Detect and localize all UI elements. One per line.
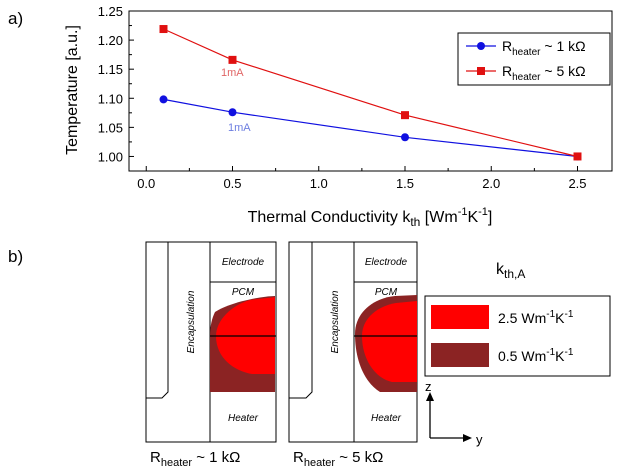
annotation-5k-current: 1mA [221,67,244,79]
x-axis-label: Thermal Conductivity kth [Wm-1K-1] [248,206,493,229]
heater-label: Heater [228,413,259,424]
x-tick-label: 2.5 [568,176,586,191]
caption-5k: Rheater ~ 5 kΩ [293,449,383,469]
series-lines [163,28,578,158]
x-tick-label: 0.0 [137,176,155,191]
axis-ticks: 0.0 0.5 1.0 1.5 2.0 2.5 1.00 1.05 1.10 1.15 1.20 1.… [98,4,587,191]
panel-b-label: b) [8,247,23,266]
data-point [401,133,409,142]
y-tick-label: 1.15 [98,62,123,77]
x-tick-label: 1.0 [310,176,328,191]
hotspot-legend: 2.5 Wm-1K-1 0.5 Wm-1K-1 [424,295,611,377]
heater-label: Heater [371,413,402,424]
device-5k: Electrode PCM Encapsulation Heater [288,241,418,443]
caption-1k: Rheater ~ 1 kΩ [150,449,240,469]
data-point [228,108,237,117]
hotspot-legend-title: kth,A [496,261,525,281]
encapsulation-label: Encapsulation [330,290,341,353]
series-line-0 [163,98,578,158]
legend-entry-1k: Rheater ~ 1 kΩ [502,38,586,58]
chart-legend: Rheater ~ 1 kΩ Rheater ~ 5 kΩ [457,32,611,86]
axis-y-label: y [476,432,483,447]
y-axis-label: Temperature [a.u.] [64,25,81,155]
y-tick-label: 1.05 [98,120,123,135]
legend-entry-2.5: 2.5 Wm-1K-1 [498,309,574,326]
device-1k: Electrode PCM Encapsulation Heater [145,241,277,443]
legend-entry-5k: Rheater ~ 5 kΩ [502,63,586,83]
axis-z-label: z [425,379,432,394]
electrode-label: Electrode [222,257,265,268]
encapsulation-label: Encapsulation [186,290,197,353]
data-point [228,55,237,64]
hotspot-2.5-5k [362,301,417,382]
plot-area: 0.0 0.5 1.0 1.5 2.0 2.5 1.00 1.05 1.10 1.15 1.20 1.… [98,4,613,191]
coordinate-axes: z y [425,379,483,447]
y-tick-label: 1.25 [98,4,123,19]
legend-entry-0.5: 0.5 Wm-1K-1 [498,347,574,364]
y-tick-label: 1.20 [98,33,123,48]
series-markers [159,25,582,161]
legend-swatch-2.5 [431,305,489,329]
plot-frame [128,10,613,172]
legend-swatch-0.5 [431,343,489,367]
y-tick-label: 1.10 [98,91,123,106]
series-line-1 [163,28,578,158]
x-tick-label: 2.0 [482,176,500,191]
pcm-label: PCM [375,287,398,298]
pcm-label: PCM [232,287,255,298]
x-tick-label: 1.5 [396,176,414,191]
data-point [573,152,582,161]
y-tick-label: 1.00 [98,149,123,164]
data-point [401,111,409,120]
legend-marker-1k [477,42,485,50]
legend-marker-5k [477,67,485,75]
x-tick-label: 0.5 [223,176,241,191]
legend-box [457,32,611,86]
electrode-label: Electrode [365,257,408,268]
data-point [159,25,168,34]
panel-a-label: a) [8,9,23,28]
data-point [159,95,168,104]
annotation-1k-current: 1mA [228,122,251,134]
